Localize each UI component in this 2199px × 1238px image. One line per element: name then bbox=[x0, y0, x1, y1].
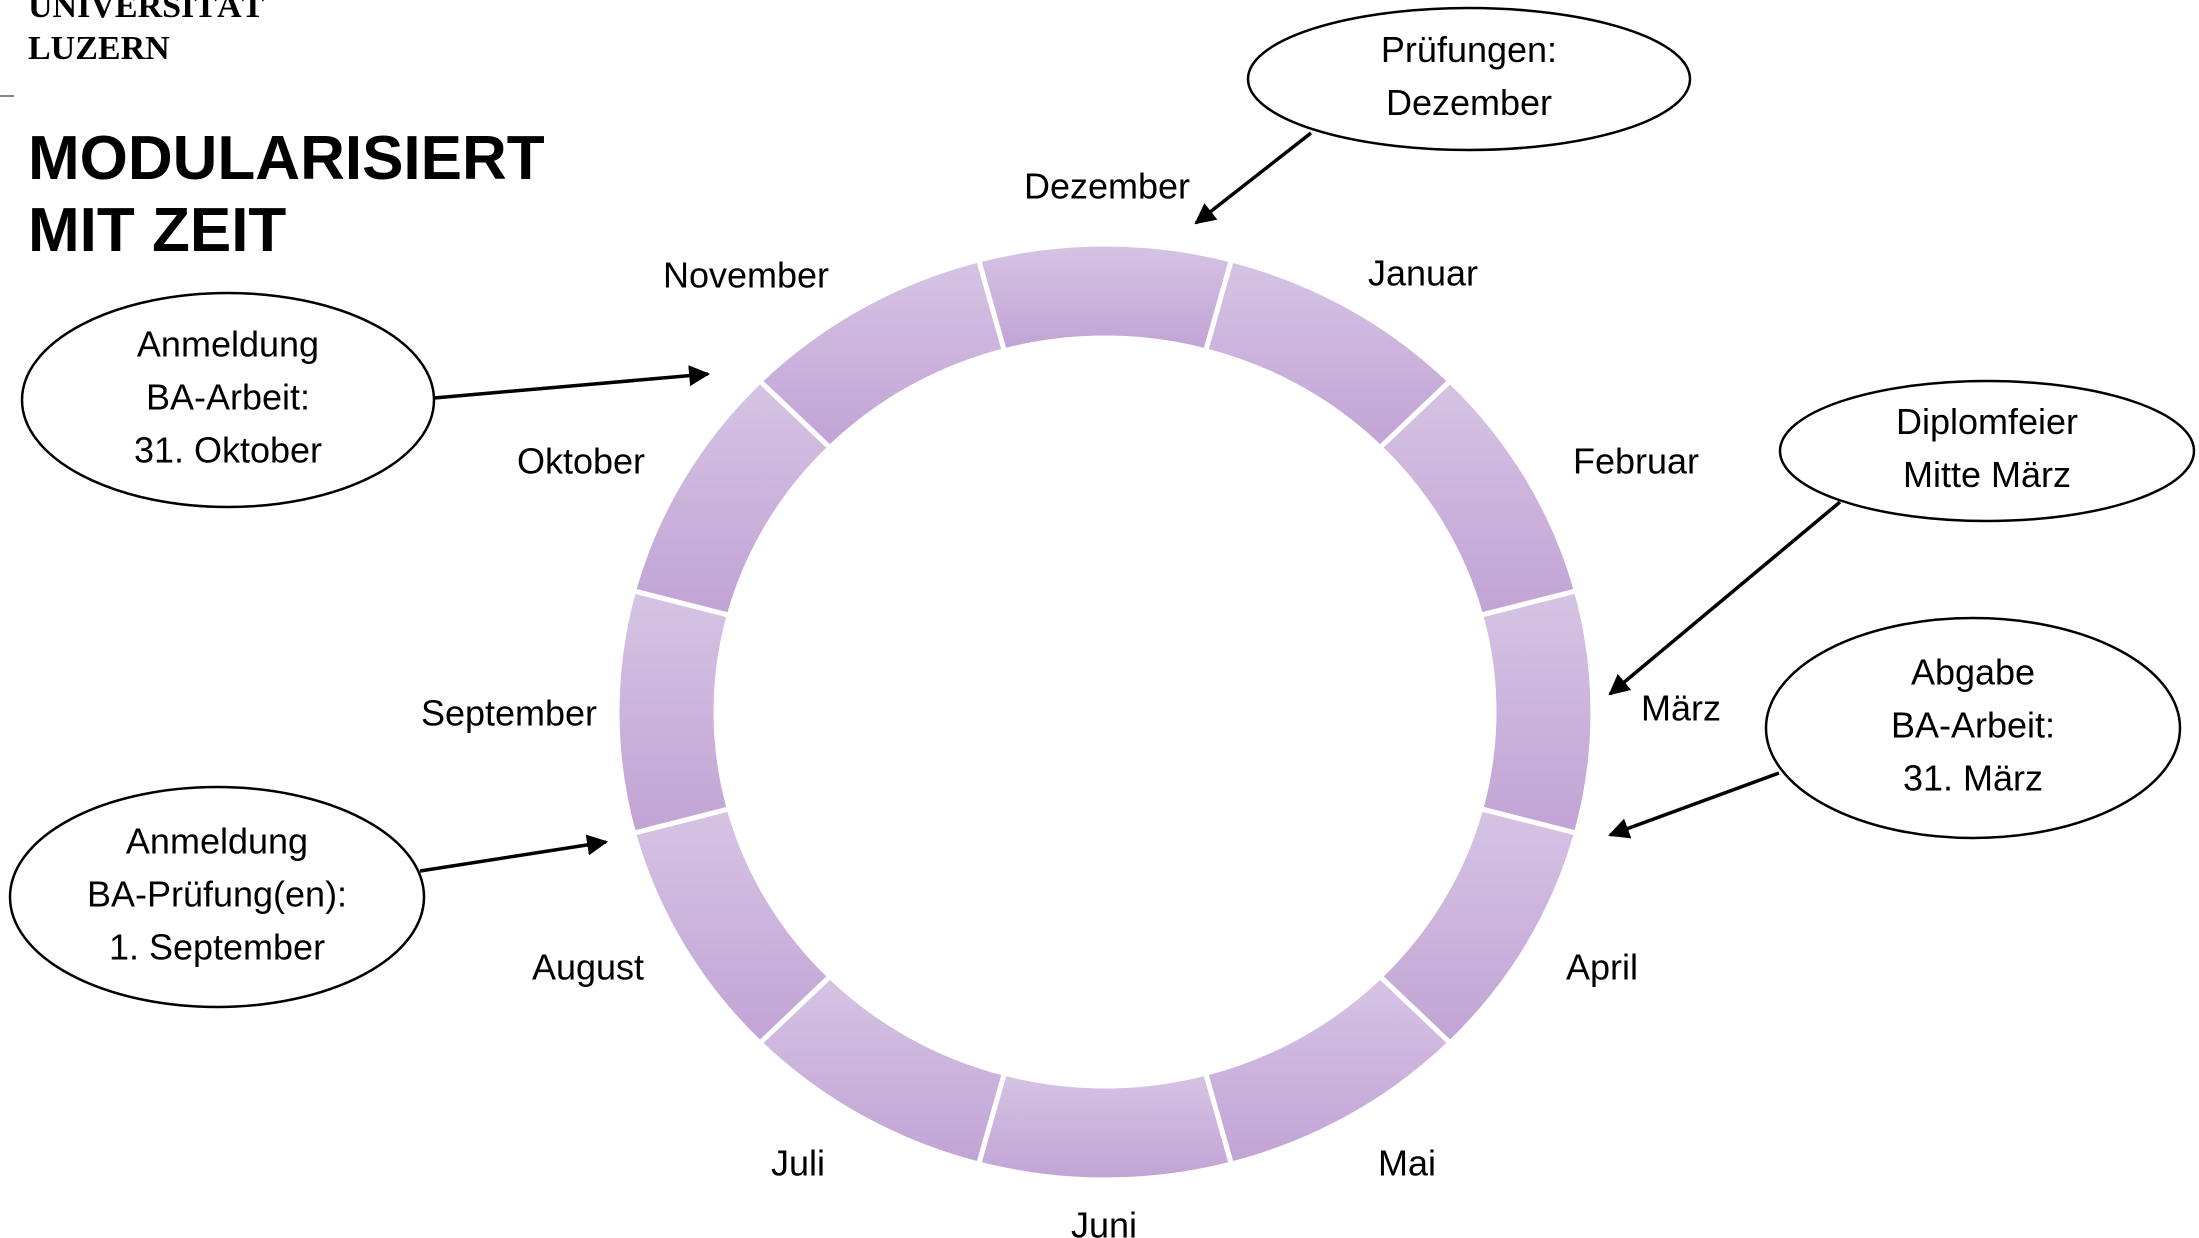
callout-text: Anmeldung bbox=[126, 821, 308, 862]
callout-text: Prüfungen: bbox=[1381, 29, 1557, 70]
month-segment bbox=[1376, 377, 1580, 619]
callout-bubble bbox=[8, 785, 426, 1009]
callout-arrow bbox=[1608, 500, 1842, 696]
callout-arrow bbox=[1608, 771, 1780, 839]
callout-text: Dezember bbox=[1386, 82, 1552, 123]
month-labels: Januar Februar März April Mai Juni Juli August S… bbox=[421, 166, 1721, 1238]
month-label: April bbox=[1566, 947, 1638, 988]
month-label: März bbox=[1641, 688, 1721, 729]
title-line: MIT ZEIT bbox=[28, 196, 286, 265]
callout-arrow bbox=[1194, 131, 1313, 225]
month-segment bbox=[630, 805, 834, 1047]
month-label: September bbox=[421, 693, 597, 734]
month-label: Mai bbox=[1378, 1143, 1436, 1184]
callout-text: 31. März bbox=[1903, 758, 2043, 799]
callout-text: Abgabe bbox=[1911, 652, 2035, 693]
month-label: Juni bbox=[1071, 1205, 1137, 1238]
callout-text: BA-Prüfung(en): bbox=[87, 874, 347, 915]
month-label: Januar bbox=[1368, 253, 1478, 294]
month-label: August bbox=[532, 947, 644, 988]
callout-bubble bbox=[20, 291, 436, 509]
logo-line: UNIVERSITÄT bbox=[28, 0, 264, 25]
title-line: MODULARISIERT bbox=[28, 124, 545, 193]
callout-text: 31. Oktober bbox=[134, 430, 322, 471]
callout-text: 1. September bbox=[109, 927, 325, 968]
month-label: Oktober bbox=[517, 441, 645, 482]
callout-text: Anmeldung bbox=[137, 324, 319, 365]
callout-bubble bbox=[1246, 6, 1692, 152]
month-label: Februar bbox=[1573, 441, 1699, 482]
month-label: Dezember bbox=[1024, 166, 1190, 207]
year-ring bbox=[614, 241, 1596, 1183]
callout-text: BA-Arbeit: bbox=[1891, 705, 2055, 746]
month-segment bbox=[975, 241, 1235, 354]
callout-bubble bbox=[1778, 379, 2196, 523]
callouts: Prüfungen: Dezember Anmeldung BA-Arbeit: 31.… bbox=[8, 6, 2196, 1009]
callout-text: Mitte März bbox=[1903, 454, 2071, 495]
month-segment bbox=[1477, 587, 1596, 837]
callout-arrow bbox=[419, 834, 609, 873]
month-label: November bbox=[663, 255, 829, 296]
callout-text: Diplomfeier bbox=[1896, 401, 2078, 442]
month-segment bbox=[614, 587, 733, 837]
callout-arrow bbox=[433, 365, 711, 400]
month-segment bbox=[975, 1070, 1235, 1183]
callout-bubble bbox=[1764, 616, 2182, 840]
month-label: Juli bbox=[771, 1143, 825, 1184]
callout-text: BA-Arbeit: bbox=[146, 377, 310, 418]
logo-line: LUZERN bbox=[28, 30, 170, 67]
